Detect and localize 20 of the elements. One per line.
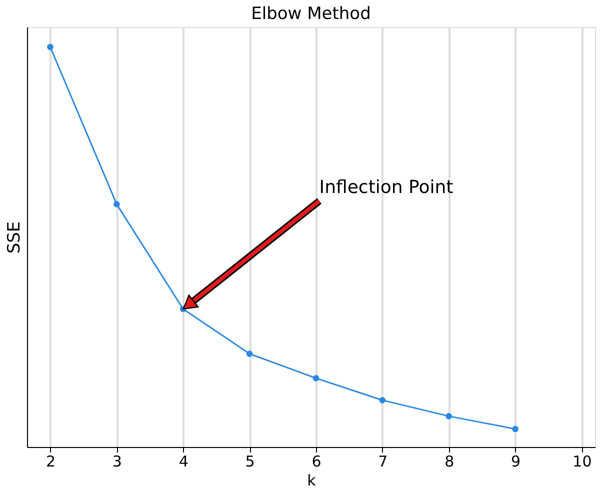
y-axis-title: SSE bbox=[4, 221, 24, 254]
point bbox=[246, 350, 253, 357]
x-tick-label: 2 bbox=[46, 452, 56, 470]
point bbox=[512, 426, 518, 432]
point bbox=[47, 44, 54, 50]
x-tick-label: 10 bbox=[572, 452, 592, 470]
annotation: Inflection Point bbox=[319, 177, 454, 198]
x-tick-label: 5 bbox=[245, 452, 255, 470]
x-axis-title: k bbox=[307, 472, 316, 490]
point bbox=[379, 397, 386, 404]
chart-title: Elbow Method bbox=[251, 4, 371, 24]
x-tick-label: 4 bbox=[178, 452, 188, 470]
x-tick-label: 3 bbox=[112, 452, 122, 470]
x-tick-label: 6 bbox=[312, 452, 322, 470]
x-tick-label: 8 bbox=[444, 452, 454, 470]
x-tick-label: 7 bbox=[378, 452, 388, 470]
point bbox=[114, 201, 120, 208]
point bbox=[446, 413, 452, 420]
x-tick-label: 9 bbox=[511, 452, 521, 470]
point bbox=[312, 375, 320, 382]
